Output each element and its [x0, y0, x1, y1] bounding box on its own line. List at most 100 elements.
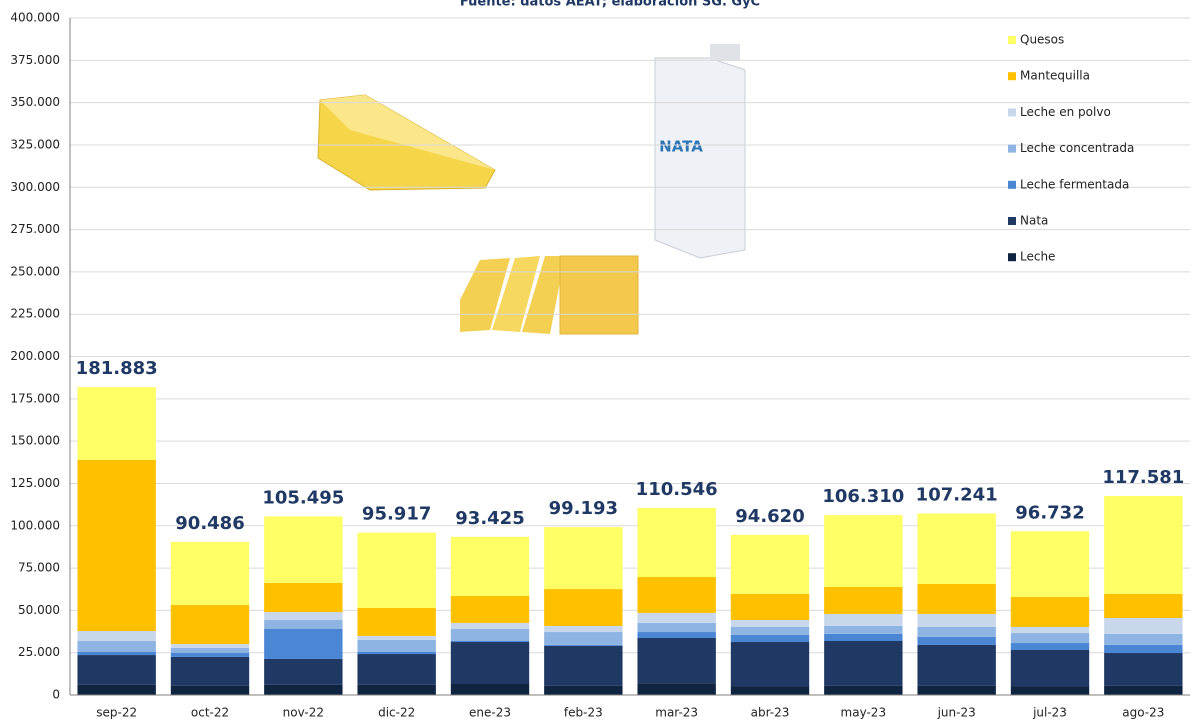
x-tick-label: mar-23: [655, 706, 698, 720]
legend-label: Mantequilla: [1020, 69, 1090, 83]
bar-segment: [264, 684, 343, 695]
total-label: 90.486: [175, 513, 244, 534]
bar-segment: [1010, 686, 1090, 695]
bar-segment: [264, 628, 343, 659]
y-tick-label: 125.000: [10, 476, 60, 490]
total-label: 94.620: [735, 506, 804, 527]
bar-segment: [730, 686, 810, 695]
bar-segment: [450, 628, 530, 642]
y-tick-label: 175.000: [10, 391, 60, 405]
bar-segment: [357, 639, 436, 653]
bar-segment: [637, 507, 716, 578]
legend-label: Leche fermentada: [1020, 177, 1129, 191]
legend-swatch: [1008, 72, 1016, 81]
bar-segment: [77, 652, 156, 656]
bar-segment: [264, 612, 343, 621]
x-tick-label: abr-23: [751, 706, 790, 720]
bar-segment: [77, 684, 156, 695]
total-label: 105.495: [262, 487, 344, 508]
total-label: 95.917: [362, 504, 431, 525]
bar-segment: [917, 636, 996, 645]
y-tick-label: 150.000: [10, 434, 60, 448]
y-tick-label: 100.000: [10, 518, 60, 532]
legend-swatch: [1008, 144, 1016, 153]
legend-swatch: [1008, 180, 1016, 189]
legend-label: Leche concentrada: [1020, 141, 1134, 155]
x-tick-label: jul-23: [1032, 706, 1067, 720]
bar-segment: [544, 632, 623, 645]
bar-segment: [544, 644, 623, 646]
bar-segment: [917, 644, 996, 686]
bar-segment: [264, 582, 343, 613]
x-tick-label: oct-22: [191, 706, 229, 720]
bar-segment: [730, 642, 810, 687]
y-tick-label: 225.000: [10, 307, 60, 321]
legend-swatch: [1008, 108, 1016, 117]
bar-segment: [637, 637, 716, 684]
x-tick-label: sep-22: [96, 706, 137, 720]
legend-swatch: [1008, 253, 1016, 262]
x-tick-label: feb-23: [564, 706, 603, 720]
total-label: 117.581: [1102, 467, 1184, 488]
bar-segment: [824, 613, 903, 626]
x-tick-label: ago-23: [1122, 706, 1164, 720]
y-tick-label: 50.000: [18, 603, 60, 617]
x-tick-label: may-23: [841, 706, 887, 720]
bar-segment: [450, 683, 530, 695]
bar-segment: [170, 647, 250, 654]
bar-segment: [1010, 626, 1090, 634]
bar-segment: [1010, 649, 1090, 687]
bar-segment: [450, 641, 530, 643]
y-tick-label: 275.000: [10, 222, 60, 236]
legend-swatch: [1008, 36, 1016, 44]
bar-segment: [917, 583, 996, 614]
legend-label: Leche en polvo: [1020, 105, 1111, 119]
bar-segment: [450, 622, 530, 629]
x-tick-label: ene-23: [469, 706, 511, 720]
bar-segment: [450, 536, 530, 596]
bar-segment: [544, 589, 623, 626]
bar-segment: [1010, 531, 1090, 598]
bar-segment: [264, 516, 343, 583]
total-label: 107.241: [916, 484, 998, 505]
bar-segment: [917, 613, 996, 627]
bar-segment: [77, 631, 156, 642]
bar-segment: [264, 620, 343, 629]
bar-segment: [77, 641, 156, 653]
bar-segment: [1104, 633, 1183, 645]
bar-segment: [170, 656, 250, 686]
bar-segment: [1104, 685, 1183, 695]
bar-segment: [357, 608, 436, 636]
bar-segment: [824, 587, 903, 614]
bar-segment: [544, 685, 623, 695]
y-tick-label: 300.000: [10, 180, 60, 194]
bar-segment: [917, 685, 996, 695]
y-tick-label: 375.000: [10, 53, 60, 67]
bar-segment: [1104, 644, 1183, 654]
legend-label: Quesos: [1020, 33, 1064, 47]
bar-segment: [824, 515, 903, 588]
total-label: 93.425: [455, 508, 524, 529]
bar-segment: [170, 653, 250, 657]
bar-segment: [1104, 593, 1183, 618]
bar-segment: [544, 625, 623, 633]
bar-segment: [1010, 643, 1090, 650]
bar-segment: [824, 625, 903, 634]
bar-segment: [1104, 653, 1183, 686]
y-tick-label: 250.000: [10, 264, 60, 278]
x-tick-label: jun-23: [937, 706, 976, 720]
bar-segment: [730, 634, 810, 643]
bar-segment: [637, 577, 716, 613]
bar-segment: [357, 684, 436, 695]
bar-segment: [357, 654, 436, 685]
total-label: 181.883: [76, 358, 158, 379]
legend-label: Nata: [1020, 214, 1048, 228]
decoration: NATA: [317, 44, 746, 335]
bar-segment: [637, 612, 716, 623]
bar-segment: [824, 685, 903, 695]
bar-segment: [1010, 597, 1090, 627]
bar-segment: [264, 658, 343, 685]
total-label: 96.732: [1015, 502, 1084, 523]
y-tick-label: 350.000: [10, 95, 60, 109]
